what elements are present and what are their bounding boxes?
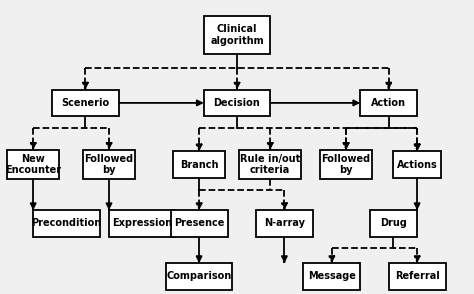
- Text: Scenerio: Scenerio: [61, 98, 109, 108]
- FancyBboxPatch shape: [7, 150, 59, 179]
- Text: Followed
by: Followed by: [84, 154, 134, 176]
- FancyBboxPatch shape: [256, 210, 313, 237]
- Text: Rule in/out
criteria: Rule in/out criteria: [240, 154, 301, 176]
- FancyBboxPatch shape: [33, 210, 100, 237]
- Text: Followed
by: Followed by: [321, 154, 371, 176]
- FancyBboxPatch shape: [204, 90, 270, 116]
- FancyBboxPatch shape: [303, 263, 360, 290]
- Text: Expression: Expression: [112, 218, 172, 228]
- Text: Branch: Branch: [180, 160, 219, 170]
- FancyBboxPatch shape: [109, 210, 175, 237]
- FancyBboxPatch shape: [360, 90, 417, 116]
- Text: New
Encounter: New Encounter: [5, 154, 61, 176]
- Text: Precondition: Precondition: [31, 218, 101, 228]
- Text: Presence: Presence: [174, 218, 224, 228]
- FancyBboxPatch shape: [370, 210, 417, 237]
- FancyBboxPatch shape: [173, 151, 225, 178]
- FancyBboxPatch shape: [389, 263, 446, 290]
- Text: Referral: Referral: [395, 271, 439, 281]
- FancyBboxPatch shape: [393, 151, 441, 178]
- Text: Message: Message: [308, 271, 356, 281]
- FancyBboxPatch shape: [52, 90, 118, 116]
- FancyBboxPatch shape: [239, 150, 301, 179]
- Text: Comparison: Comparison: [166, 271, 232, 281]
- FancyBboxPatch shape: [320, 150, 372, 179]
- Text: N-array: N-array: [264, 218, 305, 228]
- FancyBboxPatch shape: [83, 150, 135, 179]
- Text: Drug: Drug: [380, 218, 407, 228]
- Text: Actions: Actions: [397, 160, 438, 170]
- FancyBboxPatch shape: [204, 16, 270, 54]
- Text: Clinical
algorithm: Clinical algorithm: [210, 24, 264, 46]
- Text: Decision: Decision: [214, 98, 260, 108]
- Text: Action: Action: [371, 98, 406, 108]
- FancyBboxPatch shape: [171, 210, 228, 237]
- FancyBboxPatch shape: [166, 263, 232, 290]
